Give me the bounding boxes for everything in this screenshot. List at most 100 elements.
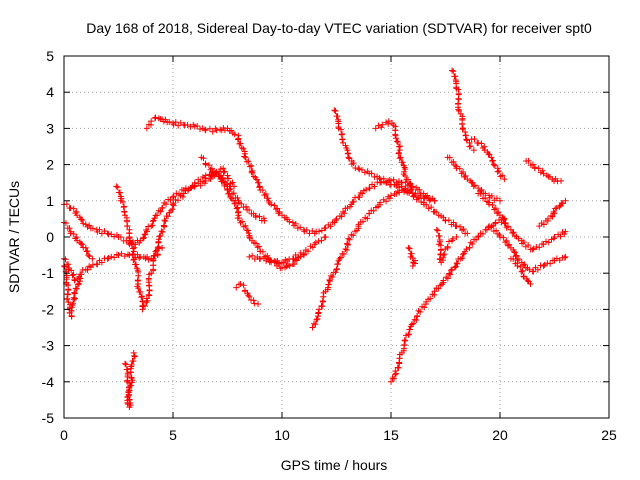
data-trail <box>280 256 293 267</box>
data-point <box>154 244 161 251</box>
y-tick-label: 0 <box>46 229 54 245</box>
data-trail <box>216 166 224 175</box>
data-trail <box>220 168 228 176</box>
data-trail <box>63 201 73 212</box>
y-tick-label: 1 <box>46 193 54 209</box>
data-trail <box>333 241 352 272</box>
data-trail <box>348 160 359 172</box>
data-point <box>233 284 240 291</box>
data-point <box>366 210 373 217</box>
data-trail <box>409 254 417 266</box>
data-point <box>431 197 438 204</box>
data-point <box>152 114 159 121</box>
data-point <box>250 297 257 304</box>
data-trail <box>119 198 128 216</box>
data-point <box>551 234 558 240</box>
data-trail <box>154 245 163 258</box>
data-trail <box>434 227 443 245</box>
data-point <box>237 281 244 288</box>
x-tick-label: 10 <box>274 427 290 443</box>
data-trail <box>486 192 500 204</box>
data-point <box>558 177 565 184</box>
data-trail <box>455 86 462 114</box>
data-trail <box>391 187 403 198</box>
y-tick-label: -3 <box>42 338 55 354</box>
data-trail <box>456 165 469 181</box>
data-point <box>497 234 503 240</box>
data-trail <box>394 351 403 371</box>
data-trail <box>105 231 120 240</box>
data-trail <box>84 222 96 232</box>
data-point <box>388 378 394 385</box>
data-trail <box>234 135 248 155</box>
data-point <box>322 224 329 231</box>
data-trail <box>444 238 453 250</box>
data-trail <box>421 194 436 204</box>
data-trail <box>194 122 209 133</box>
data-point <box>257 255 264 262</box>
data-trail <box>145 271 153 299</box>
y-axis-label: SDTVAR / TECUs <box>6 181 22 293</box>
data-point <box>501 176 508 183</box>
data-point <box>209 168 216 175</box>
data-point <box>562 228 569 235</box>
data-trail <box>83 248 93 260</box>
data-trail <box>259 187 273 206</box>
data-point <box>246 293 253 300</box>
data-trail <box>149 207 164 229</box>
y-tick-label: -2 <box>42 301 55 317</box>
data-point <box>113 183 120 190</box>
data-trail <box>401 185 413 196</box>
data-trail <box>543 235 557 246</box>
data-trail <box>249 169 263 191</box>
data-trail <box>375 122 385 131</box>
data-point <box>540 170 547 177</box>
data-point <box>268 201 275 208</box>
y-tick-label: -5 <box>42 410 55 426</box>
data-point <box>143 125 150 132</box>
data-trail <box>509 229 522 242</box>
data-point <box>470 147 477 154</box>
data-trail <box>155 223 168 250</box>
data-point <box>440 252 447 259</box>
data-trail <box>433 279 447 292</box>
data-trail <box>555 229 568 240</box>
data-point <box>67 230 74 237</box>
data-trail <box>226 127 238 138</box>
data-trail <box>195 173 208 185</box>
data-point <box>170 194 176 201</box>
data-trail <box>114 184 125 202</box>
data-trail <box>466 143 474 150</box>
axis-ticks: 0 5 10 15 20 25 -5 -4 -3 -2 -1 0 1 2 3 4 5 <box>42 48 617 443</box>
data-trail <box>205 162 215 173</box>
data-trail <box>439 254 447 264</box>
data-trail <box>271 202 283 217</box>
data-trail <box>235 199 250 211</box>
data-trail <box>241 153 256 174</box>
data-point <box>420 194 427 201</box>
data-trail <box>218 174 230 188</box>
data-trail <box>459 113 467 133</box>
data-trail <box>76 214 87 227</box>
data-point <box>130 248 137 255</box>
data-trail <box>170 119 184 129</box>
data-trail <box>244 290 252 299</box>
data-point <box>148 223 155 230</box>
data-trail <box>400 171 415 193</box>
data-trail <box>224 175 236 187</box>
data-trail <box>140 253 152 263</box>
data-trail <box>160 116 173 126</box>
data-point <box>405 331 412 338</box>
data-trail <box>414 303 428 319</box>
data-trail <box>336 205 349 220</box>
data-point <box>385 118 392 125</box>
data-point <box>407 186 414 193</box>
data-point <box>235 212 242 219</box>
x-tick-label: 0 <box>60 427 68 443</box>
data-point <box>67 205 74 212</box>
data-trail <box>395 149 409 173</box>
data-trail <box>290 249 304 262</box>
data-point <box>309 324 316 331</box>
data-point <box>202 161 209 168</box>
